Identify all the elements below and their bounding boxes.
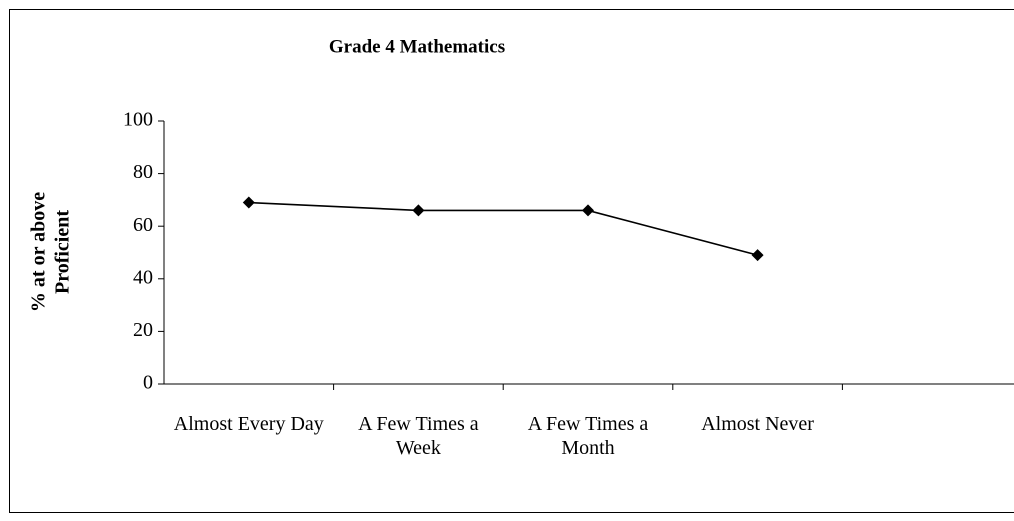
marker (412, 204, 425, 217)
y-tick-label: 20 (133, 319, 153, 341)
marker (751, 249, 764, 262)
chart-border (9, 9, 1014, 513)
marker (582, 204, 594, 217)
y-tick-label: 100 (123, 109, 153, 131)
y-tick-label: 60 (133, 214, 153, 236)
y-tick-label: 0 (143, 372, 153, 394)
chart-title: Grade 4 Mathematics (329, 36, 505, 57)
y-tick-label: 80 (133, 161, 153, 183)
y-tick-label: 40 (133, 266, 153, 288)
marker (242, 196, 255, 209)
y-axis-label: % at or above Proficient (28, 192, 74, 312)
y-axis-label-line: Proficient (52, 210, 74, 294)
line-series (248, 201, 758, 256)
x-tick-label: A Few Times a Week (358, 413, 479, 459)
y-axis-label-line: % at or above (28, 192, 50, 312)
x-tick-label: Almost Every Day (173, 413, 324, 435)
x-tick-label: A Few Times a Month (527, 413, 649, 459)
x-tick-label: Almost Never (701, 413, 814, 435)
